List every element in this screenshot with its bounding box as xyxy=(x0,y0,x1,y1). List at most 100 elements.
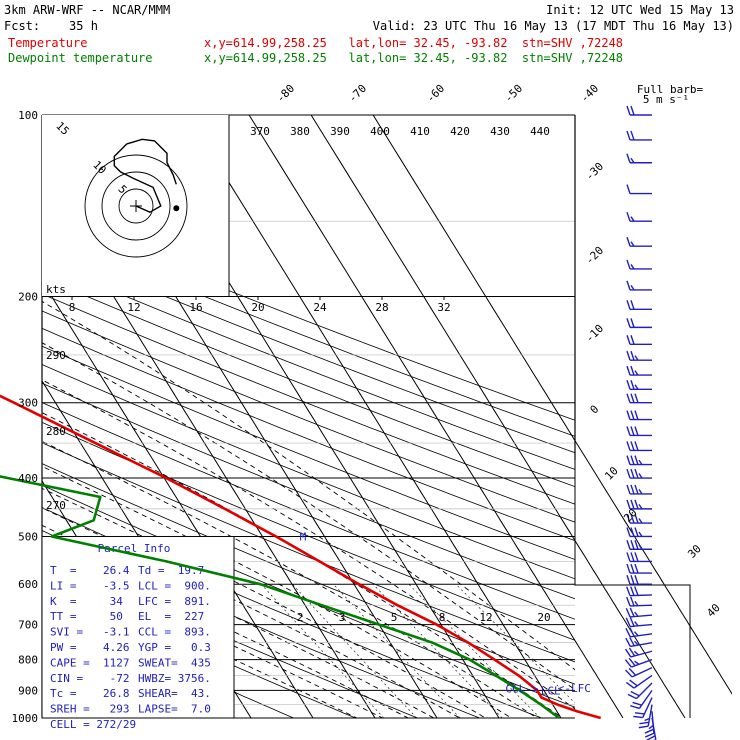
wind-barb-flag xyxy=(630,468,635,479)
mixing-ratio-label: 5 xyxy=(391,611,398,624)
wind-barb-flag xyxy=(634,355,639,361)
hodograph-speed-label: 28 xyxy=(375,301,388,314)
wind-barb-flag xyxy=(630,410,635,420)
parcel-info-cell: TT = 50 xyxy=(50,610,123,623)
wind-barb-flag xyxy=(638,489,643,495)
barb-legend-units: 5 m s⁻¹ xyxy=(643,93,689,106)
wind-barb-flag xyxy=(630,552,635,562)
theta-side-label: 270 xyxy=(46,499,66,512)
mixing-ratio-line xyxy=(408,583,541,718)
init-time: Init: 12 UTC Wed 15 May 13 xyxy=(546,3,734,17)
wind-barb-flag xyxy=(626,575,631,585)
wind-barb-flag xyxy=(634,631,639,637)
wind-barb-flag xyxy=(626,513,631,524)
wind-barb-flag xyxy=(634,660,640,665)
wind-barb xyxy=(626,499,652,510)
moist-adiabat-line xyxy=(42,379,575,710)
forecast-hour: Fcst: 35 h xyxy=(4,19,98,33)
mixing-ratio-label: 3 xyxy=(339,611,346,624)
level-marker-label: CCL-> xyxy=(505,682,538,695)
mixing-ratio-label: 12 xyxy=(479,611,492,624)
wind-barb-flag xyxy=(634,621,639,627)
parcel-info-cell: PW = 4.26 xyxy=(50,641,129,654)
pressure-tick-label: 300 xyxy=(18,397,38,410)
wind-barb xyxy=(625,637,653,648)
wind-barb xyxy=(624,657,653,668)
wind-barb-flag xyxy=(630,350,635,361)
wind-barb-flag xyxy=(630,318,635,328)
wind-barb-flag xyxy=(634,384,639,390)
wind-barbs xyxy=(624,105,657,740)
parcel-info-cell: SREH = 293 xyxy=(50,703,129,716)
parcel-info-cell: Td = 19.7 xyxy=(138,564,204,577)
wind-barb-flag xyxy=(634,575,639,585)
wind-barb xyxy=(625,666,653,678)
wind-barb-flag xyxy=(630,105,635,116)
wind-barb-flag xyxy=(630,596,635,607)
wind-barb-flag xyxy=(644,717,650,722)
wind-barb-flag xyxy=(626,335,631,345)
parcel-info-cell: Tc = 26.8 xyxy=(50,687,129,700)
parcel-info-cell: LAPSE= 7.0 xyxy=(138,703,211,716)
parcel-info-cell: CAPE = 1127 xyxy=(50,656,129,669)
wind-barb-flag xyxy=(628,647,636,657)
wind-barb xyxy=(630,690,653,710)
sounding-data-layer: <-ELMCCL->LCL<-LFC xyxy=(0,394,602,720)
wind-barb-flag xyxy=(626,563,631,574)
isotherm-label: -10 xyxy=(583,322,606,345)
wind-barb-flag xyxy=(630,300,635,310)
wind-barb-flag xyxy=(638,518,643,524)
wind-barb xyxy=(626,540,652,550)
wind-barb-flag xyxy=(630,441,635,451)
wind-barb xyxy=(626,211,652,222)
wind-barb-flag xyxy=(626,184,631,194)
wind-barb-flag xyxy=(626,259,631,270)
wind-barb xyxy=(626,365,652,376)
parcel-info-cell: YGP = 0.3 xyxy=(138,641,211,654)
wind-barb-flag xyxy=(644,728,654,734)
pressure-tick-label: 600 xyxy=(18,578,38,591)
theta-label: 370 xyxy=(250,125,270,138)
wind-barb-flag xyxy=(626,499,631,510)
wind-barb-flag xyxy=(629,627,635,637)
wind-barb xyxy=(626,527,652,538)
wind-barb-flag xyxy=(626,455,631,465)
wind-barb-flag xyxy=(630,705,640,710)
wind-barb-flag xyxy=(626,130,631,141)
parcel-info-panel xyxy=(41,535,235,719)
wind-barb xyxy=(626,426,652,437)
wind-barb xyxy=(624,647,653,658)
moist-adiabat-line xyxy=(42,342,575,691)
isotherm-line xyxy=(0,115,3,718)
parcel-info-cell: EL = 227 xyxy=(138,610,204,623)
wind-barb xyxy=(626,280,652,291)
wind-barb-flag xyxy=(634,410,639,420)
parcel-info-cell: LFC = 891. xyxy=(138,595,211,608)
wind-barb-flag xyxy=(638,531,643,537)
wind-barb-flag xyxy=(624,659,632,668)
theta-label: 440 xyxy=(530,125,550,138)
wind-barb-flag xyxy=(634,611,639,617)
hodograph-ring xyxy=(118,188,154,224)
wind-barb-flag xyxy=(634,540,639,550)
wind-barb-flag xyxy=(626,380,631,390)
wind-barb-flag xyxy=(629,617,635,627)
wind-barb-flag xyxy=(633,640,639,646)
wind-barb-flag xyxy=(626,318,631,328)
wind-barb xyxy=(626,184,652,195)
wind-barb xyxy=(633,697,653,719)
wind-barb-flag xyxy=(625,617,631,627)
level-marker-label: LCL xyxy=(541,684,561,697)
wind-barb-flag xyxy=(630,484,635,495)
isotherm-label: -80 xyxy=(274,82,297,105)
parcel-info-cell: CIN = -72 xyxy=(50,672,129,685)
wind-barb xyxy=(626,259,652,270)
wind-barb-flag xyxy=(626,393,631,403)
theta-label: 380 xyxy=(290,125,310,138)
parcel-info-cell: SVI = -3.1 xyxy=(50,626,129,639)
frame-right-lower xyxy=(574,460,691,718)
parcel-info-cell: CCL = 893. xyxy=(138,626,211,639)
pressure-tick-label: 500 xyxy=(18,530,38,543)
wind-barb-flag xyxy=(638,503,643,510)
